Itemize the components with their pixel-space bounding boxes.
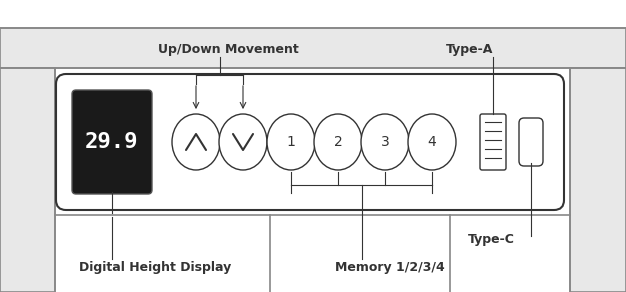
Bar — [0, 68, 55, 292]
Text: 4: 4 — [428, 135, 436, 149]
Text: Up/Down Movement: Up/Down Movement — [158, 44, 299, 56]
Text: 2: 2 — [334, 135, 342, 149]
Ellipse shape — [172, 114, 220, 170]
Ellipse shape — [361, 114, 409, 170]
Text: Type-C: Type-C — [468, 234, 515, 246]
Ellipse shape — [267, 114, 315, 170]
FancyBboxPatch shape — [56, 74, 564, 210]
Ellipse shape — [314, 114, 362, 170]
Text: 3: 3 — [381, 135, 389, 149]
Text: 1: 1 — [287, 135, 295, 149]
Bar — [570, 68, 626, 292]
Text: Digital Height Display: Digital Height Display — [79, 260, 231, 274]
Text: Memory 1/2/3/4: Memory 1/2/3/4 — [335, 260, 445, 274]
Ellipse shape — [408, 114, 456, 170]
FancyBboxPatch shape — [480, 114, 506, 170]
Ellipse shape — [219, 114, 267, 170]
Bar — [0, 28, 626, 68]
Text: 29.9: 29.9 — [85, 132, 139, 152]
Text: Type-A: Type-A — [446, 44, 494, 56]
FancyBboxPatch shape — [72, 90, 152, 194]
FancyBboxPatch shape — [519, 118, 543, 166]
